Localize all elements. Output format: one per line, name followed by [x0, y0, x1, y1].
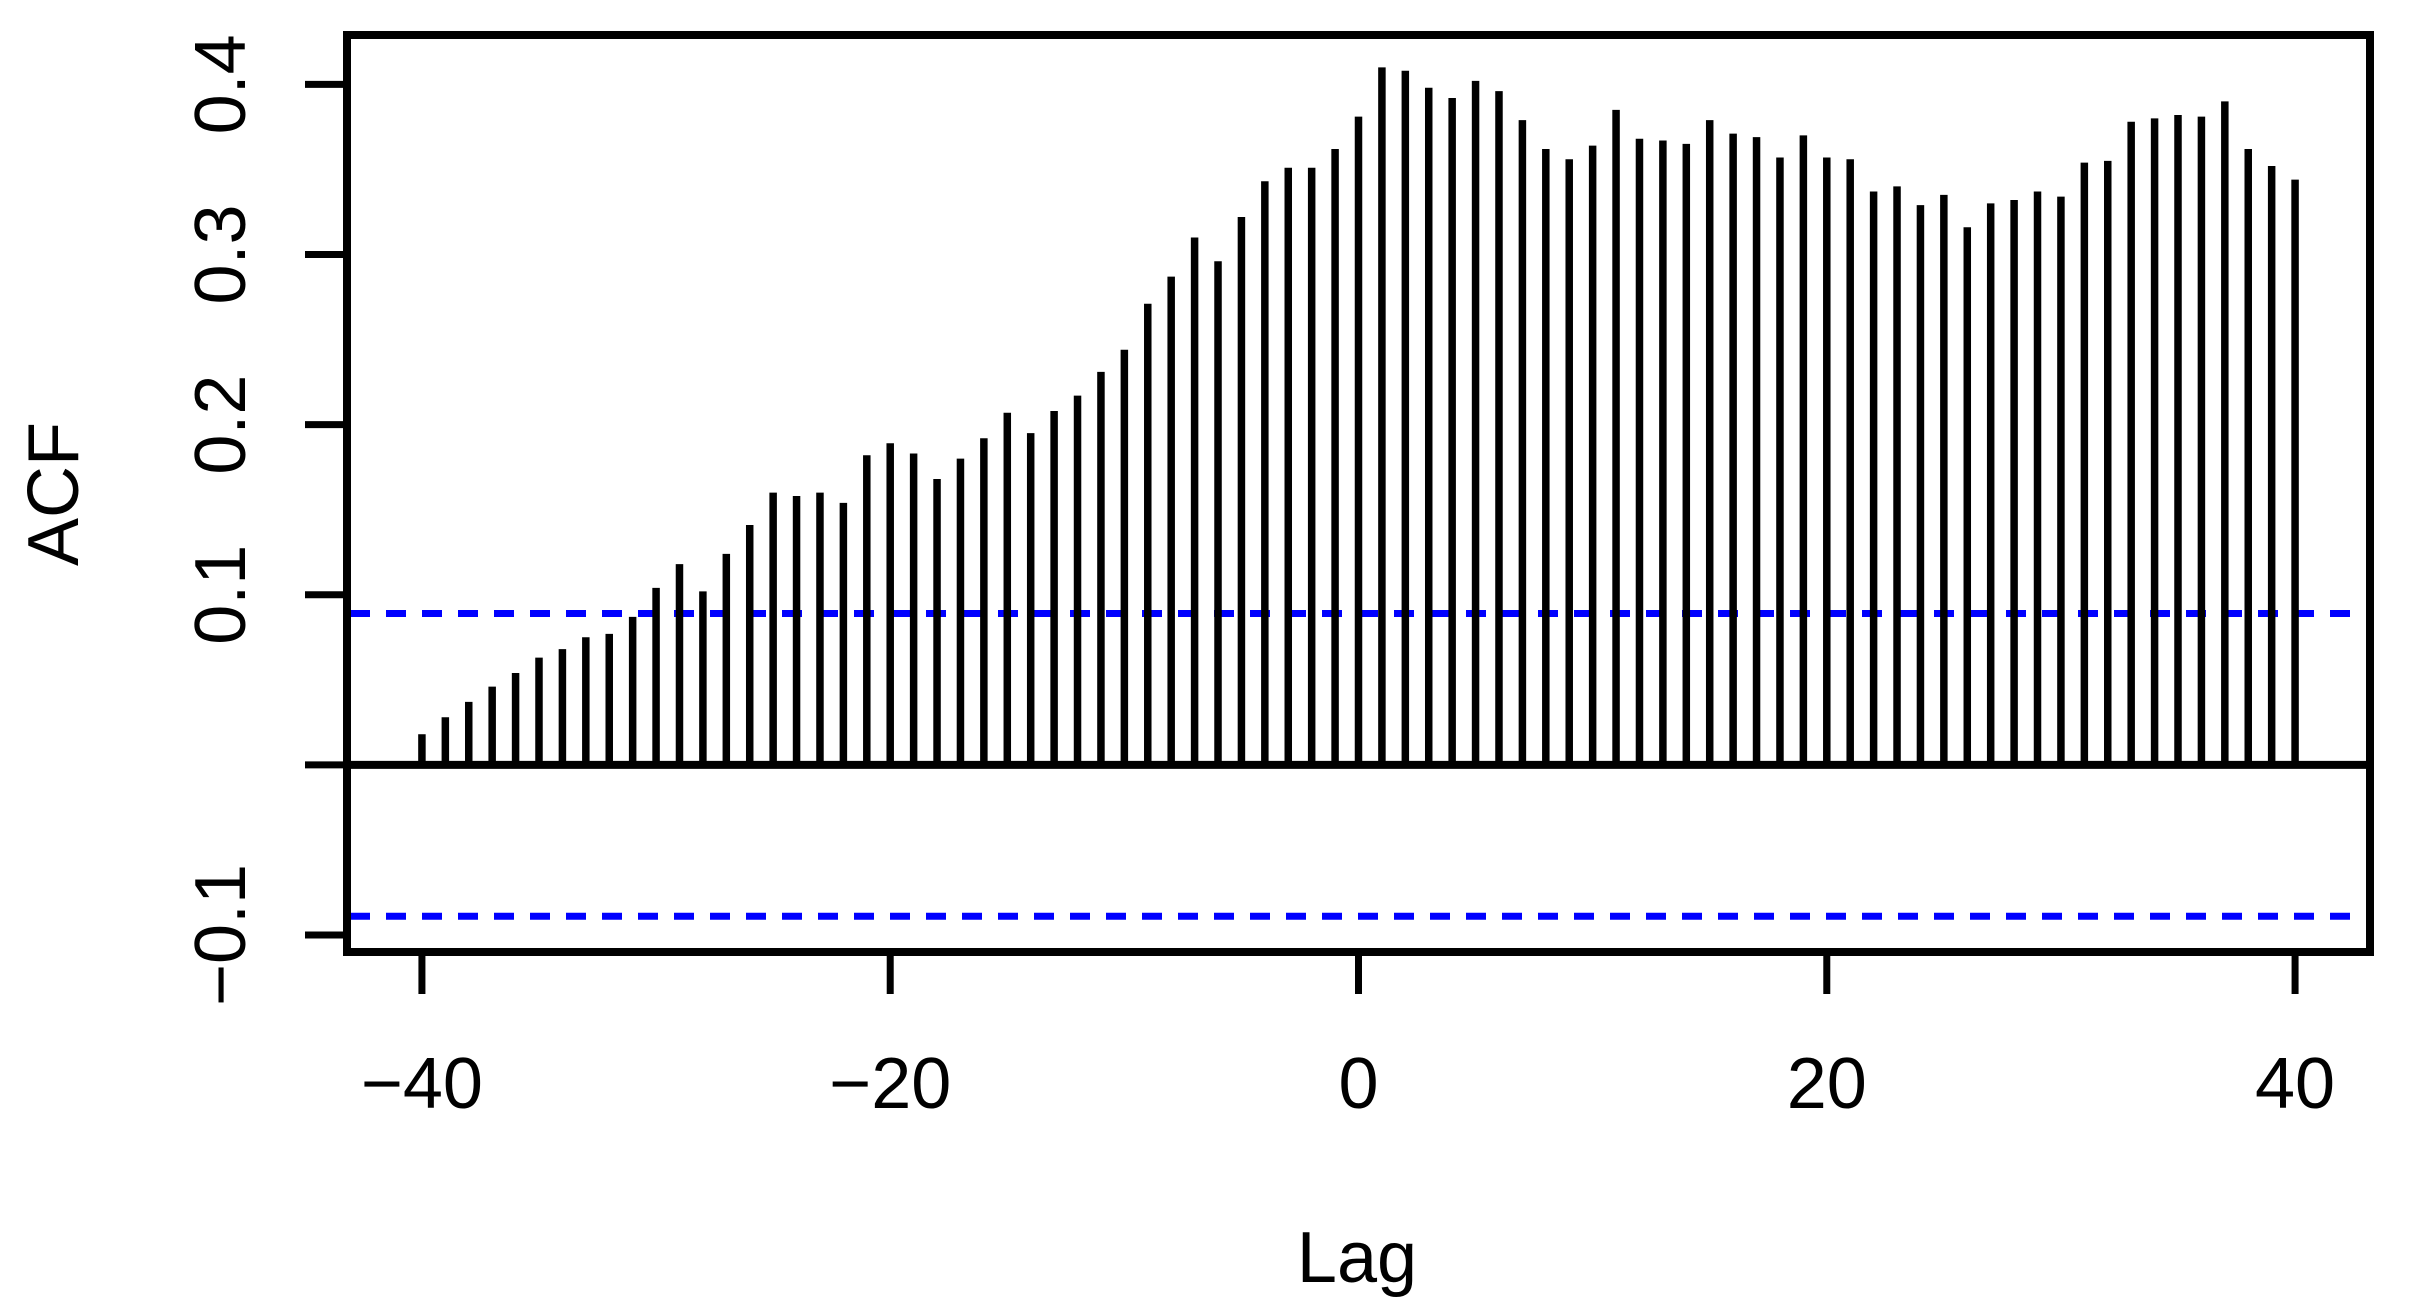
x-tick-label: 40 — [2255, 1044, 2335, 1124]
y-tick-label: 0.4 — [181, 34, 261, 134]
axis-tick-labels: −40 −20 0 20 40 0.4 0.3 0.2 0.1 −0.1 — [181, 34, 2335, 1124]
x-tick-label: 20 — [1787, 1044, 1867, 1124]
axis-ticks — [305, 80, 2299, 994]
acf-spikes — [418, 67, 2299, 765]
y-tick-label: 0.2 — [181, 375, 261, 475]
x-tick-label: −40 — [361, 1044, 483, 1124]
y-axis-title: ACF — [14, 422, 94, 566]
y-tick-label: 0.1 — [181, 545, 261, 645]
y-tick-label: −0.1 — [181, 864, 261, 1006]
x-tick-label: 0 — [1338, 1044, 1378, 1124]
x-axis-title: Lag — [1297, 1218, 1417, 1298]
y-tick-label: 0.3 — [181, 204, 261, 304]
x-tick-label: −20 — [829, 1044, 951, 1124]
